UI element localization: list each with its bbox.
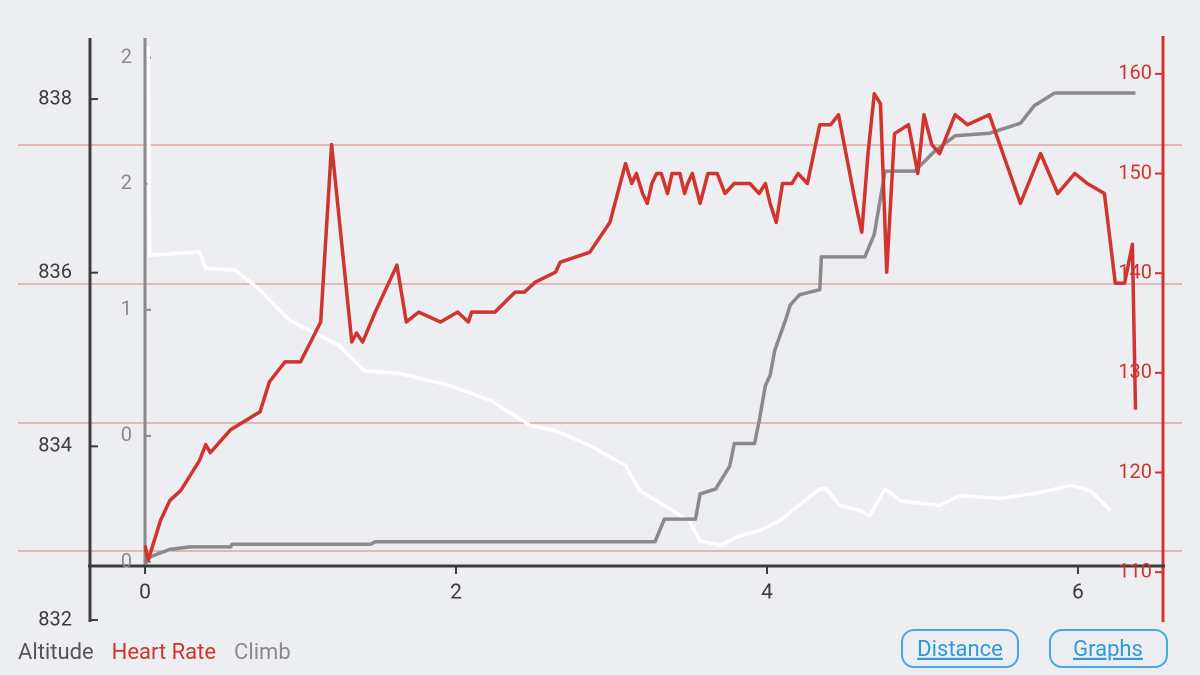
y-tick-label: 832 bbox=[38, 606, 72, 630]
y3-tick-label: 2 bbox=[121, 44, 132, 68]
y2-tick-label: 140 bbox=[1118, 259, 1152, 283]
x-tick-label: 4 bbox=[761, 581, 773, 605]
x-tick-label: 6 bbox=[1072, 581, 1084, 605]
distance-button[interactable]: Distance bbox=[901, 629, 1019, 668]
y3-tick-label: 0 bbox=[121, 548, 132, 572]
y2-tick-label: 150 bbox=[1118, 160, 1152, 184]
y-tick-label: 836 bbox=[38, 259, 72, 283]
button-label[interactable]: Distance bbox=[917, 637, 1003, 662]
series-line bbox=[146, 46, 1112, 548]
x-tick-label: 0 bbox=[139, 581, 151, 605]
y3-tick-label: 2 bbox=[121, 170, 132, 194]
graphs-button[interactable]: Graphs bbox=[1049, 629, 1168, 668]
series-line bbox=[143, 91, 1136, 566]
y2-tick-label: 120 bbox=[1118, 459, 1152, 483]
series-line bbox=[143, 92, 1138, 562]
y3-tick-label: 0 bbox=[121, 422, 132, 446]
legend-label: Altitude bbox=[18, 640, 94, 665]
y2-tick-label: 110 bbox=[1118, 558, 1152, 582]
legend: Altitude Heart Rate Climb bbox=[18, 640, 291, 665]
y-tick-label: 838 bbox=[38, 85, 72, 109]
button-frame[interactable] bbox=[901, 629, 1019, 668]
button-label[interactable]: Graphs bbox=[1073, 637, 1143, 662]
button-frame[interactable] bbox=[1049, 629, 1168, 668]
y2-tick-label: 160 bbox=[1118, 60, 1152, 84]
y3-tick-label: 1 bbox=[121, 296, 132, 320]
y-tick-label: 834 bbox=[38, 433, 72, 457]
x-tick-label: 2 bbox=[450, 581, 462, 605]
legend-label: Heart Rate bbox=[112, 640, 216, 665]
legend-label: Climb bbox=[234, 640, 291, 665]
guide-lines bbox=[18, 144, 1182, 552]
